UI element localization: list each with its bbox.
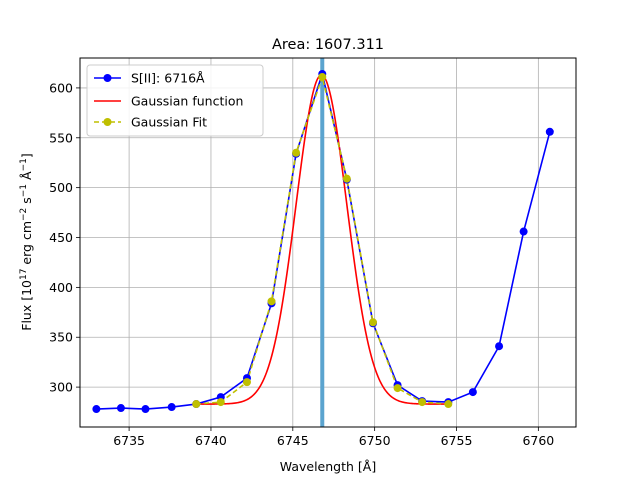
x-tick-label-5: 6760 (522, 433, 554, 448)
chart-title: Area: 1607.311 (272, 37, 384, 53)
ylabel-sup-b: −2 (19, 208, 29, 221)
y-tick-label-5: 550 (49, 130, 73, 145)
legend-label-series-1: S[II]: 6716Å (131, 71, 205, 86)
fit-point-4 (292, 148, 301, 157)
plot-frame (79, 57, 577, 428)
ylabel-sup-c: −1 (19, 184, 29, 197)
data-point-2 (141, 405, 150, 414)
fit-point-1 (216, 398, 225, 407)
ylabel-sup-a: 17 (19, 269, 29, 280)
fit-point-9 (418, 398, 427, 407)
y-tick-label-0: 300 (49, 380, 73, 395)
data-point-17 (519, 227, 528, 236)
fit-point-7 (369, 318, 378, 327)
legend-label-series-3: Gaussian Fit (131, 115, 207, 130)
data-point-18 (545, 127, 554, 136)
legend: S[II]: 6716Å Gaussian function Gaussian … (86, 64, 264, 137)
x-tick-label-2: 6745 (277, 433, 309, 448)
legend-label-series-2: Gaussian function (131, 94, 243, 109)
data-point-0 (92, 405, 101, 414)
grid (80, 58, 576, 427)
ylabel-part-c: s (19, 197, 34, 208)
data-point-3 (167, 403, 176, 412)
y-tick-label-3: 450 (49, 230, 73, 245)
y-axis-label: Flux [1017 erg cm−2 s−1 Å−1] (19, 153, 34, 331)
legend-box (86, 64, 264, 137)
fit-point-3 (267, 297, 276, 306)
legend-marker-series-3 (103, 118, 112, 126)
ylabel-part-a: Flux [10 (19, 280, 34, 331)
data-point-16 (495, 342, 504, 351)
y-tick-label-6: 600 (49, 80, 73, 95)
y-tick-label-2: 400 (49, 280, 73, 295)
legend-marker-series-1 (103, 74, 112, 82)
fit-point-0 (192, 400, 201, 409)
x-axis-label: Wavelength [Å] (280, 459, 376, 474)
x-tick-label-1: 6740 (195, 433, 227, 448)
y-tick-label-4: 500 (49, 180, 73, 195)
x-axis: 6735 6740 6745 6750 6755 6760 (113, 427, 554, 448)
ylabel-part-b: erg cm (19, 221, 34, 269)
y-axis: 300 350 400 450 500 550 600 (49, 80, 80, 395)
ylabel-sup-d: −1 (19, 158, 29, 171)
ylabel-part-e: ] (19, 153, 34, 158)
fit-point-5 (318, 72, 327, 81)
fit-point-2 (242, 378, 251, 387)
ylabel-part-d: Å (19, 171, 34, 184)
x-tick-label-4: 6755 (441, 433, 473, 448)
fit-point-6 (342, 174, 351, 183)
fit-point-8 (393, 384, 402, 393)
y-tick-label-1: 350 (49, 330, 73, 345)
x-tick-label-3: 6750 (359, 433, 391, 448)
fit-point-10 (444, 400, 453, 409)
x-tick-label-0: 6735 (113, 433, 145, 448)
data-point-15 (468, 388, 477, 397)
data-point-1 (116, 404, 125, 413)
